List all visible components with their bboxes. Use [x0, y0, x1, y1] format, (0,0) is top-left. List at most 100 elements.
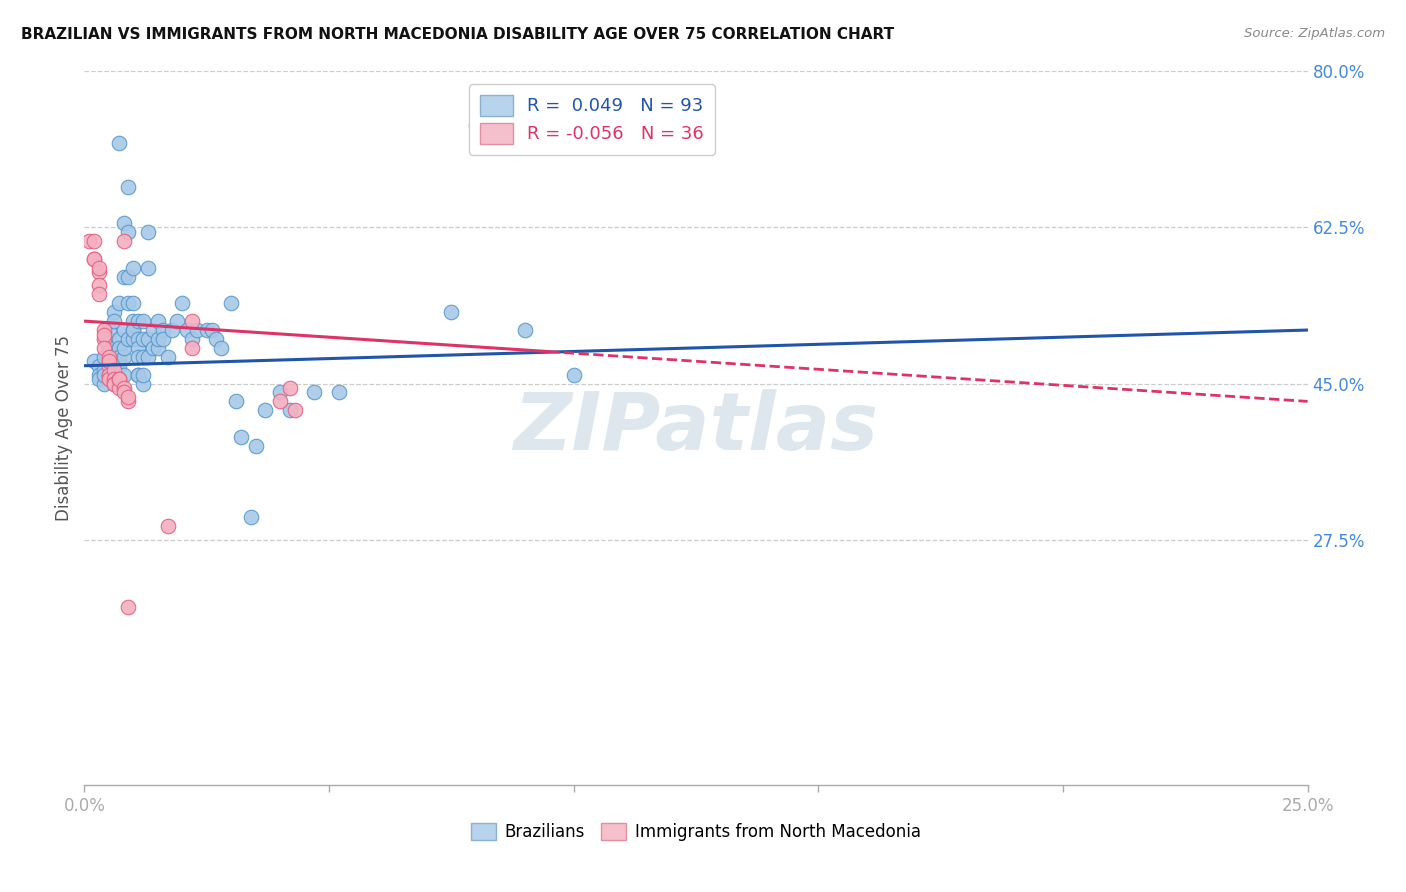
Point — [176, 323, 198, 337]
Point — [97, 354, 120, 368]
Point — [146, 332, 169, 346]
Point — [156, 350, 179, 364]
Text: ZIPatlas: ZIPatlas — [513, 389, 879, 467]
Point — [97, 368, 120, 382]
Point — [127, 350, 149, 364]
Point — [127, 314, 149, 328]
Point — [200, 323, 222, 337]
Point — [229, 430, 252, 444]
Point — [107, 359, 129, 373]
Point — [142, 323, 165, 337]
Point — [245, 439, 267, 453]
Point — [117, 225, 139, 239]
Point — [239, 510, 262, 524]
Point — [107, 341, 129, 355]
Point — [122, 260, 145, 275]
Point — [103, 359, 125, 373]
Point — [205, 332, 228, 346]
Point — [562, 368, 585, 382]
Point — [103, 363, 125, 377]
Point — [117, 332, 139, 346]
Point — [112, 323, 135, 337]
Point — [87, 368, 110, 382]
Point — [107, 372, 129, 386]
Point — [122, 296, 145, 310]
Point — [132, 314, 155, 328]
Point — [304, 385, 326, 400]
Point — [513, 323, 536, 337]
Point — [186, 323, 208, 337]
Point — [181, 332, 204, 346]
Point — [87, 287, 110, 301]
Point — [97, 350, 120, 364]
Point — [269, 385, 291, 400]
Point — [97, 359, 120, 373]
Text: BRAZILIAN VS IMMIGRANTS FROM NORTH MACEDONIA DISABILITY AGE OVER 75 CORRELATION : BRAZILIAN VS IMMIGRANTS FROM NORTH MACED… — [21, 27, 894, 42]
Point — [107, 136, 129, 150]
Point — [132, 368, 155, 382]
Point — [269, 394, 291, 409]
Point — [136, 350, 159, 364]
Point — [83, 354, 105, 368]
Point — [87, 278, 110, 293]
Point — [464, 118, 486, 132]
Point — [97, 341, 120, 355]
Point — [225, 394, 247, 409]
Point — [117, 390, 139, 404]
Point — [87, 265, 110, 279]
Point — [195, 323, 218, 337]
Point — [87, 372, 110, 386]
Point — [136, 260, 159, 275]
Point — [93, 368, 115, 382]
Point — [103, 363, 125, 377]
Point — [172, 296, 194, 310]
Point — [103, 376, 125, 391]
Point — [112, 216, 135, 230]
Point — [127, 332, 149, 346]
Point — [93, 350, 115, 364]
Point — [122, 314, 145, 328]
Point — [117, 394, 139, 409]
Point — [146, 314, 169, 328]
Point — [132, 376, 155, 391]
Point — [83, 252, 105, 266]
Point — [93, 332, 115, 346]
Point — [328, 385, 350, 400]
Point — [284, 403, 307, 417]
Point — [107, 354, 129, 368]
Point — [107, 372, 129, 386]
Point — [278, 381, 301, 395]
Y-axis label: Disability Age Over 75: Disability Age Over 75 — [55, 335, 73, 521]
Point — [112, 368, 135, 382]
Legend: Brazilians, Immigrants from North Macedonia: Brazilians, Immigrants from North Macedo… — [464, 816, 928, 848]
Point — [112, 234, 135, 248]
Point — [83, 234, 105, 248]
Point — [219, 296, 242, 310]
Point — [112, 385, 135, 400]
Point — [112, 381, 135, 395]
Point — [103, 350, 125, 364]
Point — [146, 341, 169, 355]
Point — [122, 323, 145, 337]
Point — [103, 376, 125, 391]
Point — [440, 305, 463, 319]
Point — [97, 345, 120, 359]
Point — [93, 341, 115, 355]
Point — [117, 296, 139, 310]
Point — [107, 332, 129, 346]
Point — [127, 368, 149, 382]
Point — [181, 314, 204, 328]
Point — [112, 350, 135, 364]
Point — [103, 372, 125, 386]
Point — [93, 363, 115, 377]
Point — [166, 314, 188, 328]
Point — [127, 341, 149, 355]
Point — [97, 368, 120, 382]
Point — [122, 323, 145, 337]
Point — [97, 332, 120, 346]
Point — [156, 519, 179, 533]
Point — [87, 260, 110, 275]
Point — [132, 350, 155, 364]
Point — [127, 368, 149, 382]
Point — [162, 323, 184, 337]
